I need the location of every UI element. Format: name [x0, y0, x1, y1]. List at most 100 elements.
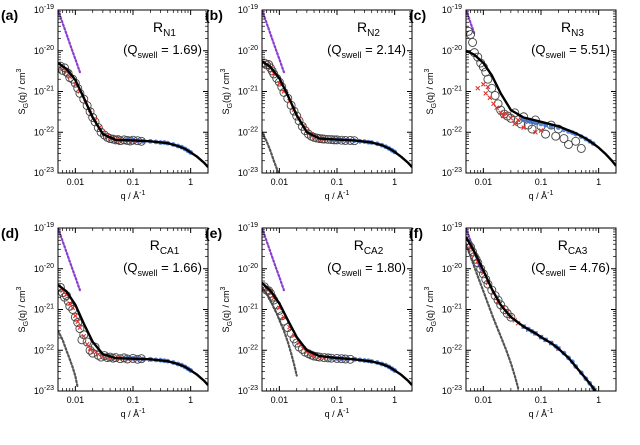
- fit-curve: [262, 282, 412, 386]
- data-point: [84, 341, 90, 347]
- y-axis-label: SG(q) / cm3: [16, 68, 30, 114]
- data-point: [70, 305, 76, 311]
- x-tick-label: 1: [596, 395, 601, 405]
- series-fit: [58, 62, 208, 168]
- qswell-value: (Qswell = 4.76): [531, 260, 610, 278]
- data-point: [473, 52, 483, 62]
- y-tick-label: 10-23: [238, 167, 258, 178]
- data-point: [82, 337, 92, 347]
- data-point: [79, 330, 89, 340]
- data-point: [510, 108, 520, 118]
- y-tick-label: 10-23: [34, 167, 54, 178]
- fit-curve: [466, 236, 597, 391]
- qswell-value: (Qswell = 1.69): [123, 42, 202, 60]
- y-tick-label: 10-22: [34, 126, 54, 137]
- gray-dotted-line: [262, 131, 280, 173]
- y-tick-label: 10-22: [442, 126, 462, 137]
- data-point: [490, 90, 500, 100]
- data-point: [491, 101, 496, 107]
- x-tick-label: 0.1: [331, 395, 344, 405]
- plot-frame: [465, 9, 617, 174]
- y-tick-label: 10-21: [238, 304, 258, 315]
- data-point: [506, 312, 516, 322]
- data-point: [87, 346, 93, 351]
- data-point: [487, 83, 497, 93]
- series-fit: [262, 60, 412, 168]
- gray-dotted-line: [466, 243, 520, 389]
- series-gray-dotted: [466, 243, 520, 389]
- data-point: [485, 84, 491, 90]
- x-tick-label: 0.01: [475, 395, 493, 405]
- data-point: [70, 312, 80, 322]
- plot-area: [262, 228, 412, 386]
- y-tick-label: 10-22: [238, 344, 258, 355]
- chart-panel-a: 10-23 10-22 10-21 10-20 10-19 0.01 0.1 1 q / Å-1…: [1, 4, 209, 201]
- sample-name: RCA2: [354, 237, 384, 257]
- series-red-crosses: [468, 245, 561, 351]
- x-tick-label: 0.01: [475, 177, 493, 187]
- y-tick-label: 10-22: [34, 344, 54, 355]
- data-point: [85, 107, 95, 117]
- y-tick-label: 10-19: [34, 4, 54, 15]
- series-fit: [262, 282, 412, 386]
- y-axis-label: SG(q) / cm3: [16, 286, 30, 332]
- series-fit: [58, 284, 208, 386]
- x-tick-label: 0.1: [535, 177, 548, 187]
- data-point: [483, 74, 493, 84]
- chart-panel-c: 10-23 10-22 10-21 10-20 10-19 0.01 0.1 1 q / Å-1…: [409, 4, 617, 201]
- sample-name: RCA3: [558, 237, 588, 257]
- y-tick-label: 10-20: [238, 45, 258, 56]
- plot-area: [58, 10, 208, 168]
- y-tick-label: 10-20: [238, 263, 258, 274]
- series-fit: [466, 236, 597, 391]
- data-point: [90, 349, 96, 355]
- data-point: [559, 134, 569, 144]
- data-point: [93, 123, 103, 133]
- x-tick-label: 1: [392, 395, 397, 405]
- y-tick-label: 10-23: [238, 385, 258, 396]
- y-tick-label: 10-20: [34, 263, 54, 274]
- x-tick-label: 0.01: [67, 395, 85, 405]
- x-tick-label: 1: [392, 177, 397, 187]
- x-axis-label: q / Å-1: [121, 190, 146, 201]
- data-point: [533, 129, 538, 135]
- data-point: [498, 110, 504, 116]
- y-tick-label: 10-19: [442, 222, 462, 233]
- panel-label: (e): [205, 225, 222, 241]
- data-point: [294, 116, 304, 126]
- y-tick-label: 10-22: [238, 126, 258, 137]
- data-point: [493, 295, 503, 305]
- x-axis-label: q / Å-1: [325, 408, 350, 419]
- sample-name: RN3: [561, 19, 584, 39]
- y-tick-label: 10-23: [34, 385, 54, 396]
- data-point: [77, 335, 87, 345]
- y-tick-label: 10-22: [442, 344, 462, 355]
- y-tick-label: 10-20: [442, 45, 462, 56]
- x-tick-label: 1: [596, 177, 601, 187]
- x-tick-label: 0.01: [271, 395, 289, 405]
- x-tick-label: 1: [188, 177, 193, 187]
- series-gray-dotted: [58, 329, 79, 389]
- y-axis-label: SG(q) / cm3: [220, 68, 234, 114]
- power-law-line: [58, 10, 81, 74]
- power-law-line: [262, 228, 285, 292]
- data-point: [500, 113, 506, 119]
- data-point: [96, 127, 106, 137]
- data-point: [95, 351, 101, 357]
- sample-name: RCA1: [150, 237, 180, 257]
- x-axis-label: q / Å-1: [325, 190, 350, 201]
- sample-name: RN2: [357, 19, 380, 39]
- panel-label: (c): [409, 7, 426, 23]
- data-point: [72, 313, 78, 319]
- series-red-crosses: [60, 288, 153, 362]
- data-point: [468, 37, 478, 47]
- data-point: [480, 81, 486, 87]
- fit-curve: [58, 284, 208, 386]
- data-point: [90, 117, 100, 127]
- data-point: [538, 128, 544, 133]
- x-tick-label: 0.1: [331, 177, 344, 187]
- chart-panel-b: 10-23 10-22 10-21 10-20 10-19 0.01 0.1 1 q / Å-1…: [205, 4, 413, 201]
- plot-area: [466, 10, 616, 167]
- series-fit: [466, 49, 616, 167]
